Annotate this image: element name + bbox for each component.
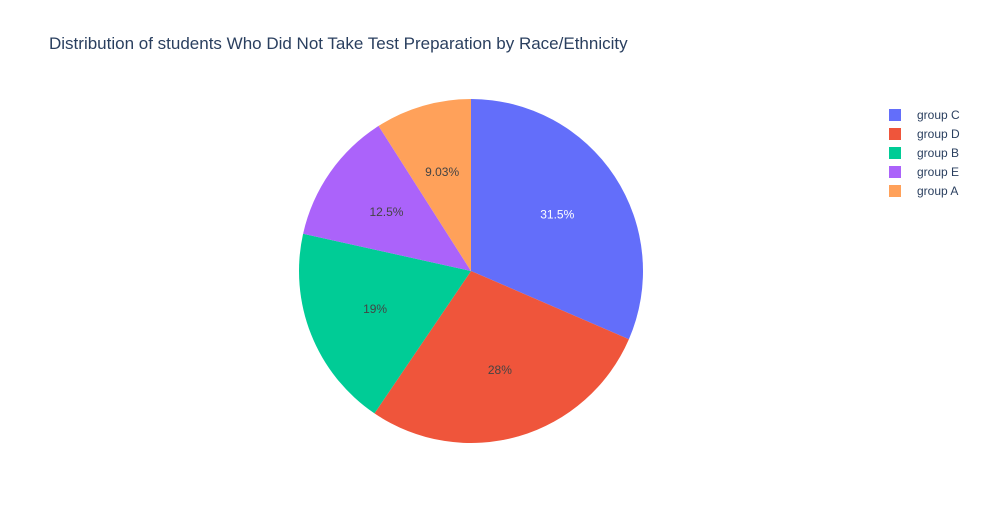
legend-swatch	[889, 165, 901, 178]
legend-swatch	[889, 184, 901, 197]
pie-slice-group-E[interactable]	[303, 125, 471, 271]
pie-slice-group-A[interactable]	[378, 99, 471, 271]
slice-label-group-E: 12.5%	[369, 205, 403, 219]
legend-label: group E	[917, 164, 960, 179]
pie-slice-labels: 31.5% 28% 19% 12.5% 9.03%	[363, 165, 574, 377]
chart-title: Distribution of students Who Did Not Tak…	[49, 34, 628, 53]
legend-label: group A	[917, 183, 959, 198]
legend-item-group-B[interactable]: group B	[889, 143, 960, 162]
slice-label-group-B: 19%	[363, 302, 387, 316]
legend-label: group D	[917, 126, 960, 141]
legend-item-group-D[interactable]: group D	[889, 124, 960, 143]
legend: group C group D group B group E group A	[889, 105, 960, 200]
slice-label-group-C: 31.5%	[540, 207, 574, 221]
pie-slice-group-C[interactable]	[471, 99, 643, 340]
slice-label-group-D: 28%	[488, 363, 512, 377]
legend-item-group-E[interactable]: group E	[889, 162, 960, 181]
legend-label: group C	[917, 107, 960, 122]
legend-swatch	[889, 146, 901, 159]
legend-item-group-A[interactable]: group A	[889, 181, 960, 200]
legend-label: group B	[917, 145, 960, 160]
legend-swatch	[889, 127, 901, 140]
pie-slices	[299, 99, 643, 443]
pie-slice-group-B[interactable]	[299, 233, 471, 414]
slice-label-group-A: 9.03%	[425, 165, 459, 179]
pie-slice-group-D[interactable]	[374, 271, 629, 443]
legend-item-group-C[interactable]: group C	[889, 105, 960, 124]
legend-swatch	[889, 108, 901, 121]
